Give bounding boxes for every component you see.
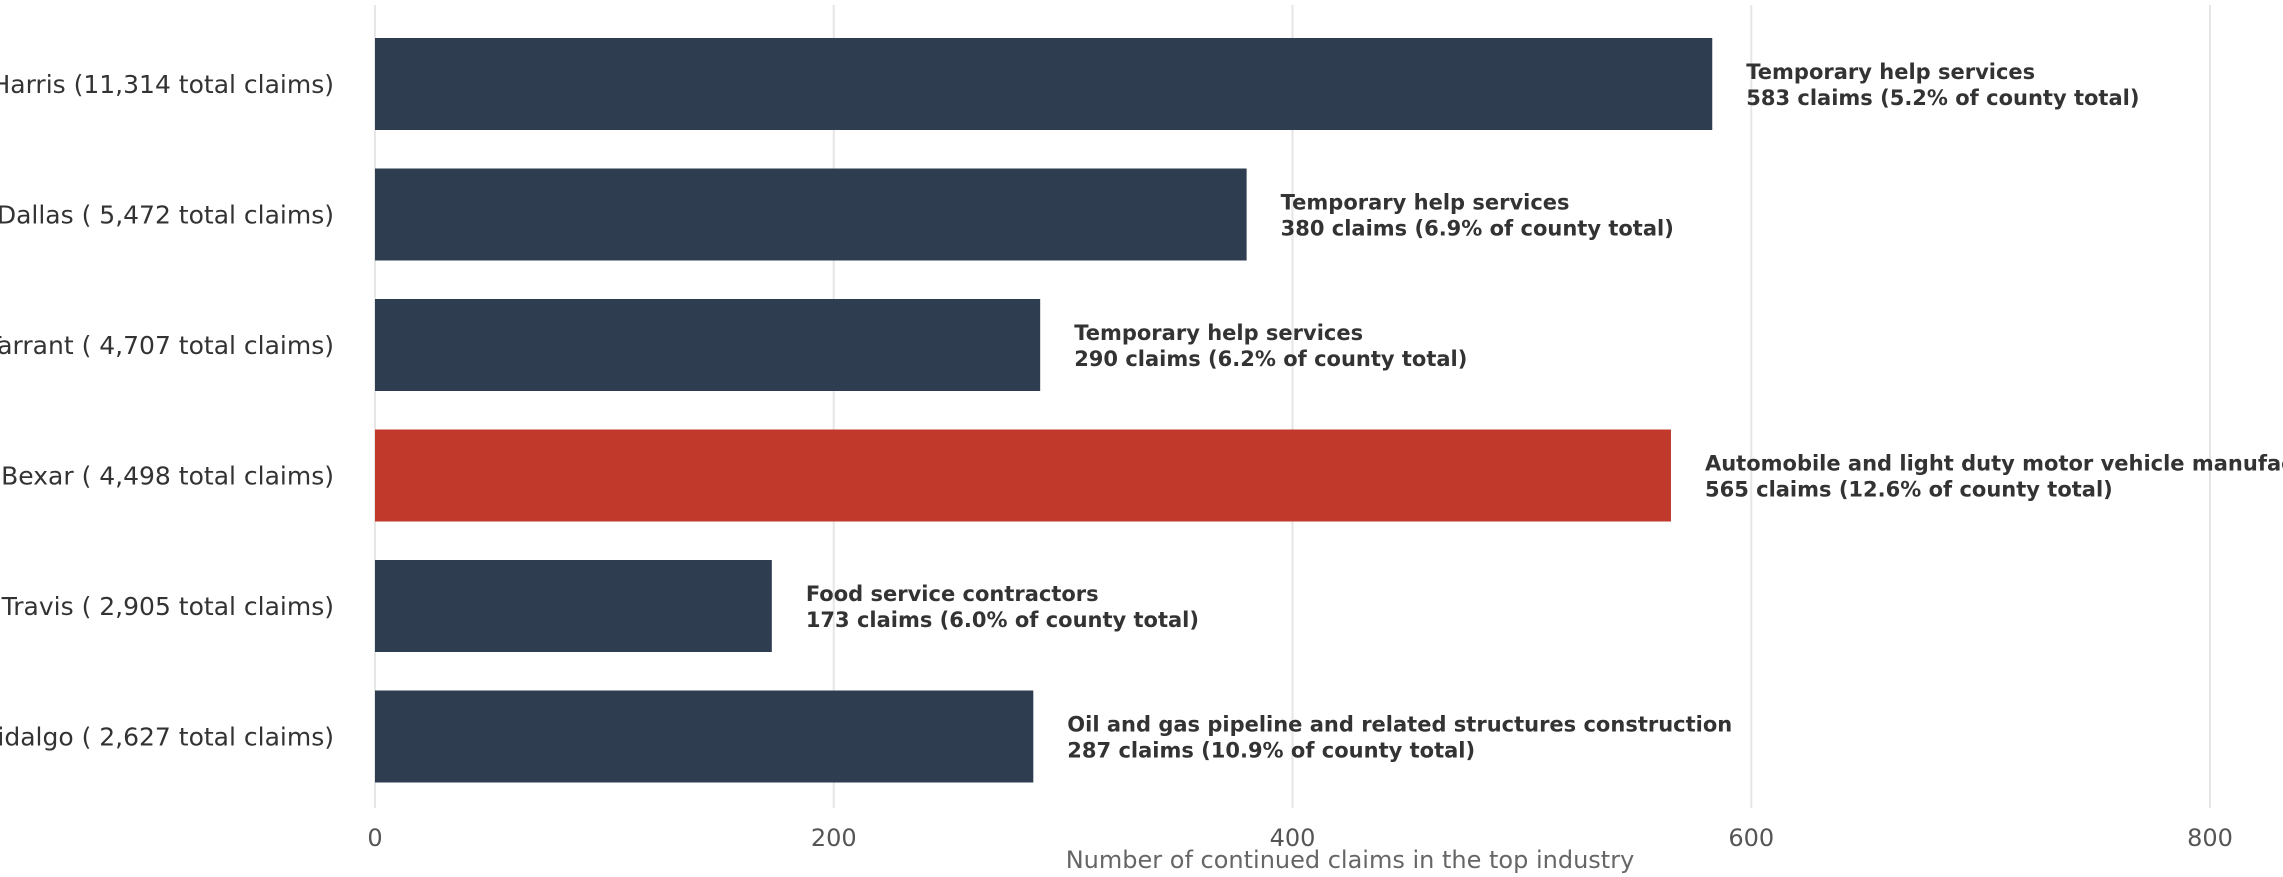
x-tick-label: 200: [811, 824, 857, 852]
category-label: Bexar ( 4,498 total claims): [1, 462, 334, 491]
annotation-industry: Temporary help services: [1074, 321, 1363, 345]
bar: [375, 168, 1247, 261]
bar: [375, 690, 1034, 783]
category-label: Harris (11,314 total claims): [0, 70, 334, 99]
bar: [375, 429, 1671, 522]
annotation-detail: 290 claims (6.2% of county total): [1074, 347, 1467, 371]
category-label: Tarrant ( 4,707 total claims): [0, 331, 334, 360]
category-label: Travis ( 2,905 total claims): [1, 592, 334, 621]
x-tick-label: 400: [1270, 824, 1316, 852]
annotation-industry: Food service contractors: [806, 582, 1099, 606]
x-tick-labels: 0 200 400 600 800: [367, 824, 2233, 852]
x-tick-label: 0: [367, 824, 382, 852]
bars: [375, 38, 1713, 783]
annotation-detail: 173 claims (6.0% of county total): [806, 608, 1199, 632]
x-tick-label: 600: [1728, 824, 1774, 852]
annotation-industry: Oil and gas pipeline and related structu…: [1067, 713, 1732, 737]
annotation-industry: Temporary help services: [1281, 191, 1570, 215]
annotation-industry: Automobile and light duty motor vehicle …: [1705, 452, 2283, 476]
annotation-detail: 380 claims (6.9% of county total): [1281, 217, 1674, 241]
bar: [375, 299, 1041, 391]
category-labels: Harris (11,314 total claims) Dallas ( 5,4…: [0, 70, 334, 752]
x-axis-title: Number of continued claims in the top in…: [1066, 846, 1635, 874]
annotation-detail: 287 claims (10.9% of county total): [1067, 739, 1475, 763]
x-tick-label: 800: [2187, 824, 2233, 852]
annotation-detail: 583 claims (5.2% of county total): [1746, 86, 2139, 110]
category-label: Dallas ( 5,472 total claims): [0, 201, 334, 230]
category-label: Hidalgo ( 2,627 total claims): [0, 723, 334, 752]
annotation-industry: Temporary help services: [1746, 60, 2035, 84]
grid-lines: [374, 5, 2211, 808]
bar: [375, 560, 772, 652]
bar: [375, 38, 1713, 130]
annotation-detail: 565 claims (12.6% of county total): [1705, 478, 2113, 502]
